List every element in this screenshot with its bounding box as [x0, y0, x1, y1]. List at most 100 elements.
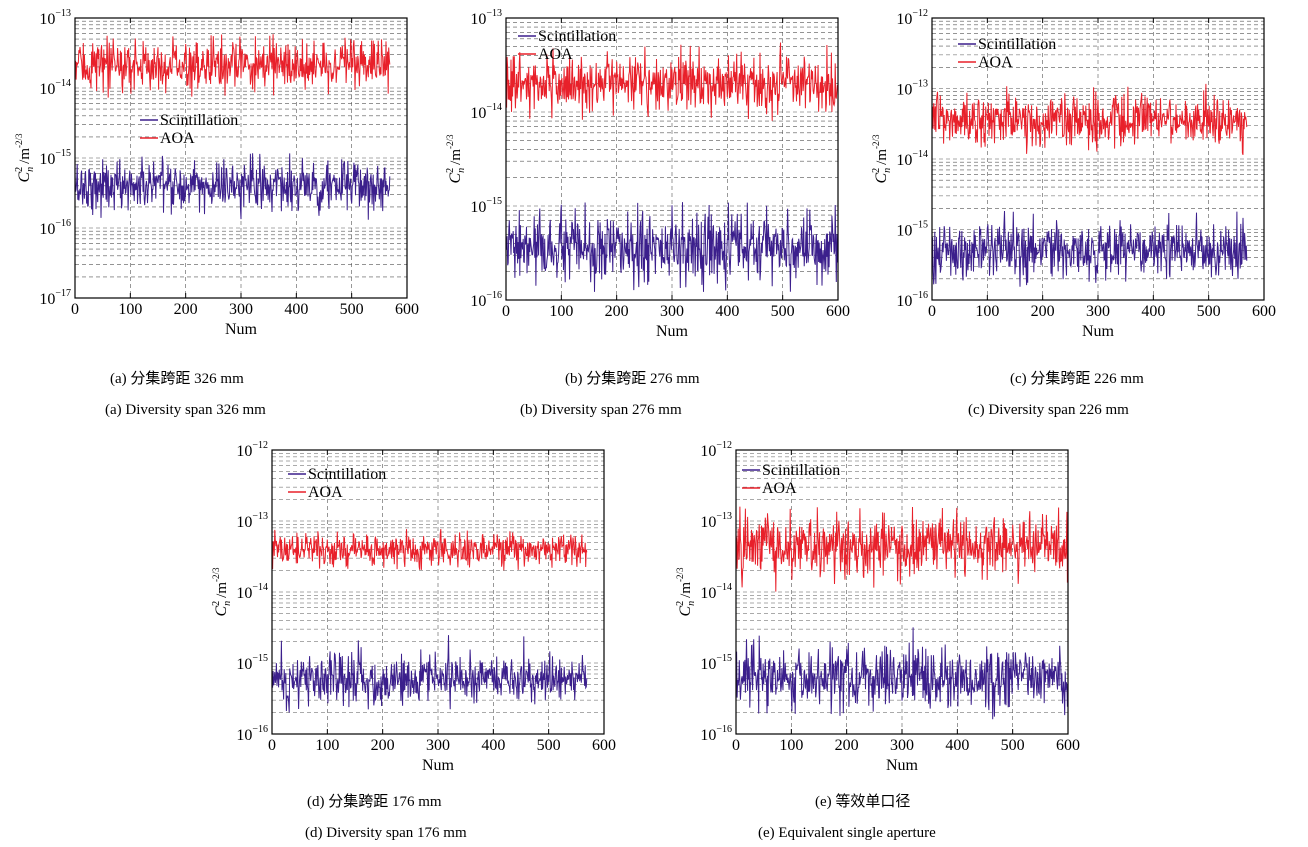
y-tick-label: 10−12 — [700, 440, 732, 460]
y-tick-label: 10−14 — [236, 582, 268, 602]
legend-label-aoa: AOA — [762, 480, 797, 497]
caption-cn-a: (a) 分集跨距 326 mm — [110, 371, 244, 387]
caption-en-a: (a) Diversity span 326 mm — [105, 402, 266, 418]
x-tick-labels: 0 100 200 300 400 500 600 — [268, 737, 616, 754]
y-tick-labels: 10−17 10−16 10−15 10−14 10−13 — [39, 8, 71, 308]
axis-ticks — [74, 18, 408, 298]
x-tick-label: 300 — [229, 301, 253, 318]
x-axis-label: Num — [225, 321, 258, 338]
x-tick-labels: 0 100 200 300 400 500 600 — [732, 737, 1080, 754]
y-tick-label: 10−14 — [39, 78, 71, 98]
x-tick-label: 100 — [315, 737, 339, 754]
x-tick-label: 200 — [1031, 303, 1055, 320]
series-line-scintillation — [735, 627, 1068, 720]
x-axis-label: Num — [886, 757, 919, 774]
y-tick-labels: 10−16 10−15 10−14 10−13 10−12 — [700, 440, 732, 744]
series-line-aoa — [931, 83, 1248, 156]
series-group — [74, 34, 391, 220]
caption-en-e: (e) Equivalent single aperture — [758, 825, 936, 841]
x-tick-label: 400 — [481, 737, 505, 754]
y-tick-labels: 10−16 10−15 10−14 10−13 10−12 — [236, 440, 268, 744]
y-axis-label: C2n/m-2/3 — [871, 134, 893, 184]
caption-cn-b: (b) 分集跨距 276 mm — [565, 371, 700, 387]
x-tick-label: 500 — [340, 301, 364, 318]
x-tick-label: 200 — [371, 737, 395, 754]
x-tick-label: 200 — [835, 737, 859, 754]
legend-label-scintillation: Scintillation — [762, 462, 840, 479]
legend-label-aoa: AOA — [160, 130, 195, 147]
chart-e-svg: 0 100 200 300 400 500 60010−1610−1510−1410−131… — [675, 440, 1080, 774]
y-tick-label: 10−13 — [39, 8, 71, 28]
chart-panel-c: 0 100 200 300 400 500 600 10−16 10−15 10−14 10−13 1… — [868, 0, 1308, 420]
legend-label-scintillation: Scintillation — [978, 36, 1056, 53]
x-tick-label: 500 — [771, 303, 795, 320]
y-tick-label: 10−14 — [896, 149, 928, 169]
x-tick-label: 0 — [268, 737, 276, 754]
y-tick-label: 10−15 — [700, 653, 732, 673]
x-tick-label: 0 — [502, 303, 510, 320]
y-tick-label: 10−12 — [896, 8, 928, 28]
caption-en-b: (b) Diversity span 276 mm — [520, 402, 682, 418]
x-axis-label: Num — [656, 323, 689, 340]
x-tick-label: 400 — [284, 301, 308, 318]
y-axis-label: C2n/m-2/3 — [675, 567, 697, 617]
y-tick-label: 10−15 — [896, 220, 928, 240]
chart-b-svg: 0 100 200 300 400 500 600 10−16 10−15 10−14 10−13 N… — [445, 8, 850, 340]
x-tick-label: 0 — [732, 737, 740, 754]
caption-cn-e: (e) 等效单口径 — [815, 794, 911, 810]
y-tick-label: 10−13 — [236, 511, 268, 531]
series-line-aoa — [505, 42, 838, 121]
chart-panel-b: 0 100 200 300 400 500 600 10−16 10−15 10−14 10−13 N… — [440, 0, 880, 420]
legend-label-aoa: AOA — [308, 484, 343, 501]
x-tick-label: 600 — [1056, 737, 1080, 754]
x-tick-labels: 0 100 200 300 400 500 600 — [502, 303, 850, 320]
x-tick-label: 400 — [945, 737, 969, 754]
y-tick-label: 10−16 — [700, 724, 732, 744]
y-tick-label: 10−15 — [39, 148, 71, 168]
x-tick-label: 100 — [975, 303, 999, 320]
series-group — [271, 529, 588, 713]
series-line-aoa — [74, 34, 391, 98]
y-tick-label: 10−14 — [470, 102, 502, 122]
series-line-aoa — [735, 506, 1068, 592]
y-tick-label: 10−16 — [236, 724, 268, 744]
x-tick-label: 400 — [1141, 303, 1165, 320]
y-tick-label: 10−13 — [896, 79, 928, 99]
legend-label-scintillation: Scintillation — [308, 466, 386, 483]
chart-panel-a: 0 100 200 300 400 500 600 10−17 10−16 10−15 10−14 1… — [0, 0, 440, 418]
x-tick-label: 300 — [426, 737, 450, 754]
axis-ticks — [271, 450, 605, 734]
axis-ticks — [735, 450, 1069, 734]
y-tick-label: 10−13 — [700, 511, 732, 531]
x-tick-labels: 0 100 200 300 400 500 600 — [928, 303, 1276, 320]
series-group — [931, 83, 1248, 287]
legend-label-scintillation: Scintillation — [160, 112, 238, 129]
x-tick-label: 600 — [395, 301, 419, 318]
series-line-scintillation — [271, 635, 588, 713]
chart-panel-e: 0 100 200 300 400 500 600 10−16 10−15 10−14 10−13 1… — [650, 432, 1110, 847]
axis-ticks — [505, 18, 839, 300]
x-tick-label: 300 — [1086, 303, 1110, 320]
y-tick-label: 10−15 — [470, 196, 502, 216]
y-tick-label: 10−12 — [236, 440, 268, 460]
y-tick-labels: 10−16 10−15 10−14 10−13 10−12 — [896, 8, 928, 310]
y-tick-label: 10−16 — [896, 290, 928, 310]
x-axis-label: Num — [422, 757, 455, 774]
y-axis-label: C2n/m-2/3 — [445, 134, 467, 184]
y-tick-label: 10−17 — [39, 288, 71, 308]
series-line-scintillation — [74, 153, 391, 220]
x-tick-label: 600 — [1252, 303, 1276, 320]
series-group — [735, 506, 1068, 720]
chart-c-svg: 0 100 200 300 400 500 60010−1610−1510−1410−131… — [871, 8, 1276, 340]
x-tick-label: 400 — [715, 303, 739, 320]
series-line-scintillation — [931, 210, 1248, 287]
series-group — [505, 42, 838, 292]
x-tick-label: 100 — [779, 737, 803, 754]
caption-en-d: (d) Diversity span 176 mm — [305, 825, 467, 841]
x-tick-label: 0 — [928, 303, 936, 320]
y-axis-label: C2n/m-2/3 — [211, 567, 233, 617]
y-axis-label: C2n/m-2/3 — [14, 133, 36, 183]
